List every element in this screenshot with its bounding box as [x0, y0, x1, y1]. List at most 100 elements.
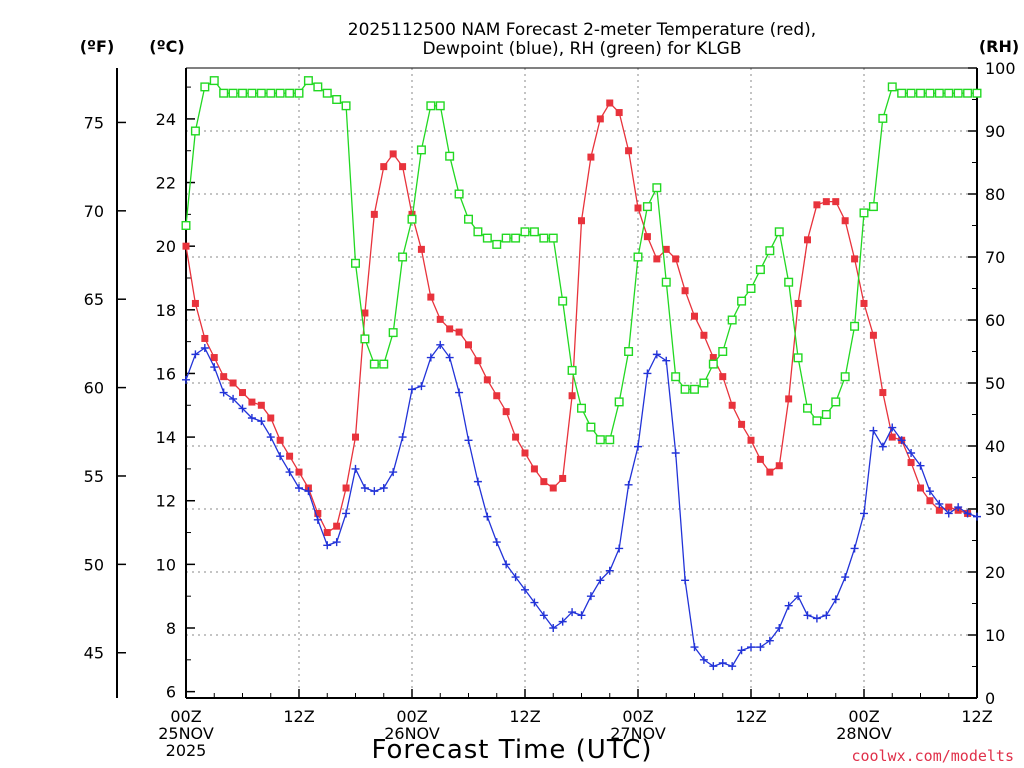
dewpoint-point [276, 452, 285, 461]
fahrenheit-axis-label: (ºF) [80, 37, 115, 56]
dewpoint-point [775, 624, 784, 632]
rh-point [577, 403, 587, 413]
x-axis-title: Forecast Time (UTC) [371, 735, 652, 765]
rh-point [379, 359, 389, 369]
celsius-axis-label: (ºC) [149, 37, 184, 56]
rh-point [934, 88, 944, 98]
dewpoint-point [323, 541, 332, 550]
time-tick-label: 00Z [848, 707, 879, 726]
fahrenheit-tick-label: 60 [84, 379, 104, 398]
temperature-point [709, 354, 717, 362]
temperature-point [926, 497, 934, 505]
dewpoint-point [944, 509, 953, 518]
rh-point [624, 347, 634, 357]
rh-point [407, 214, 417, 224]
rh-point [746, 284, 756, 294]
dewpoint-point [765, 636, 774, 645]
temperature-point [888, 433, 896, 441]
temperature-point [785, 395, 793, 403]
rh-point [972, 88, 982, 98]
dewpoint-point [718, 659, 727, 667]
rh-point [793, 353, 803, 363]
temperature-point [248, 398, 256, 406]
dewpoint-point [455, 388, 464, 397]
temperature-point [182, 242, 190, 250]
temperature-point [578, 217, 585, 225]
temperature-point [191, 299, 199, 307]
dewpoint-point [954, 503, 963, 512]
fahrenheit-tick-label: 55 [84, 467, 104, 486]
temperature-point [738, 420, 746, 428]
fahrenheit-axis: 45 50 55 60 65 70 75 [84, 113, 126, 663]
rh-point [605, 435, 615, 445]
temperature-point [286, 452, 294, 460]
temperature-point [530, 465, 538, 473]
dewpoint-point [483, 512, 492, 521]
rh-point [529, 227, 539, 237]
rh-point [416, 145, 426, 155]
temperature-point [399, 163, 407, 171]
rh-point [633, 252, 643, 262]
temperature-point [766, 468, 774, 476]
rh-point [181, 220, 191, 230]
temperature-point [794, 299, 802, 307]
fahrenheit-tick-label: 70 [84, 202, 104, 221]
rh-point [435, 101, 445, 111]
dewpoint-point [210, 363, 219, 372]
temperature-point [276, 436, 284, 444]
time-tick-label: 28NOV [836, 724, 892, 743]
rh-tick-label: 40 [985, 437, 1005, 456]
temperature-point [267, 414, 275, 422]
rh-point [388, 328, 398, 338]
rh-point [963, 88, 973, 98]
rh-point [285, 88, 295, 98]
temperature-point [775, 462, 783, 470]
dewpoint-point [389, 468, 398, 477]
rh-point [859, 208, 869, 218]
temperature-point [945, 503, 953, 511]
rh-point [511, 233, 521, 243]
rh-point [652, 183, 662, 193]
temperature-point [747, 436, 755, 444]
dewpoint-point [878, 442, 887, 451]
temperature-point [512, 433, 520, 441]
dewpoint-point [681, 576, 690, 585]
rh-point [727, 315, 737, 325]
rh-point [567, 365, 577, 375]
temperature-point [239, 389, 246, 397]
rh-point [266, 88, 276, 98]
credit-link[interactable]: coolwx.com/modelts [851, 747, 1014, 765]
temperature-point [606, 99, 614, 107]
time-tick-label: 25NOV [158, 724, 214, 743]
temperature-point [220, 373, 228, 381]
rh-tick-label: 50 [985, 374, 1005, 393]
temperature-point [634, 204, 642, 212]
dewpoint-point [313, 515, 322, 524]
dewpoint-point [812, 614, 821, 623]
dewpoint-point [464, 436, 473, 445]
dewpoint-point [229, 394, 238, 403]
rh-point [850, 321, 860, 331]
temperature-point [295, 468, 303, 476]
time-tick-label: 26NOV [384, 724, 440, 743]
dewpoint-point [699, 655, 708, 664]
temperature-point [210, 354, 218, 362]
rh-tick-label: 100 [985, 59, 1016, 78]
dewpoint-point [530, 598, 539, 607]
dewpoint-point [577, 611, 586, 620]
temperature-point [869, 331, 877, 339]
rh-point [360, 334, 370, 344]
dewpoint-point [332, 538, 341, 547]
dewpoint-point [568, 608, 577, 617]
temperature-point [323, 529, 331, 537]
celsius-tick-label: 24 [156, 110, 176, 129]
dewpoint-point [539, 611, 548, 620]
rh-tick-label: 20 [985, 563, 1005, 582]
rh-point [699, 378, 709, 388]
rh-point [303, 76, 313, 86]
dewpoint-point [191, 350, 200, 359]
time-tick-label: 12Z [961, 707, 992, 726]
temperature-point [625, 147, 633, 155]
dewpoint-point [831, 595, 840, 604]
rh-tick-label: 0 [985, 689, 995, 708]
